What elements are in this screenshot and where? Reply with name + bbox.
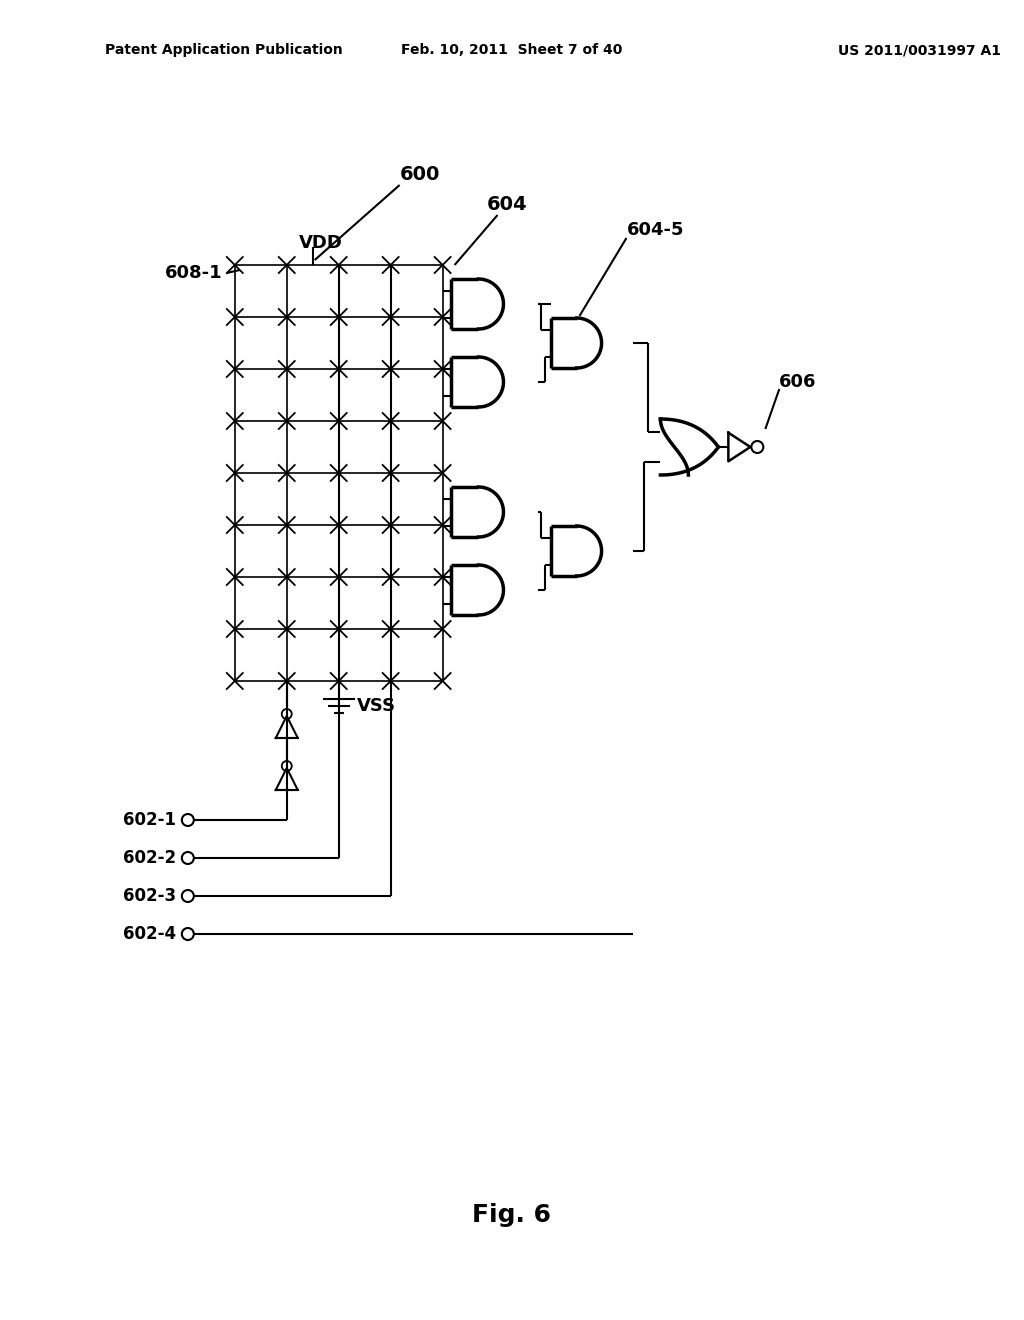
Text: VDD: VDD xyxy=(299,234,343,252)
Text: 608-1: 608-1 xyxy=(165,264,223,282)
Text: VSS: VSS xyxy=(357,697,396,715)
Text: 602-1: 602-1 xyxy=(123,810,176,829)
Text: 602-4: 602-4 xyxy=(123,925,176,942)
Text: 604: 604 xyxy=(487,195,527,214)
Text: 602-2: 602-2 xyxy=(123,849,176,867)
Text: Feb. 10, 2011  Sheet 7 of 40: Feb. 10, 2011 Sheet 7 of 40 xyxy=(400,44,623,57)
Text: Patent Application Publication: Patent Application Publication xyxy=(104,44,343,57)
Text: Fig. 6: Fig. 6 xyxy=(472,1203,551,1228)
Text: 604-5: 604-5 xyxy=(627,220,684,239)
Text: US 2011/0031997 A1: US 2011/0031997 A1 xyxy=(838,44,1000,57)
Text: 602-3: 602-3 xyxy=(123,887,176,906)
Text: 606: 606 xyxy=(779,374,817,391)
Text: 600: 600 xyxy=(399,165,440,185)
